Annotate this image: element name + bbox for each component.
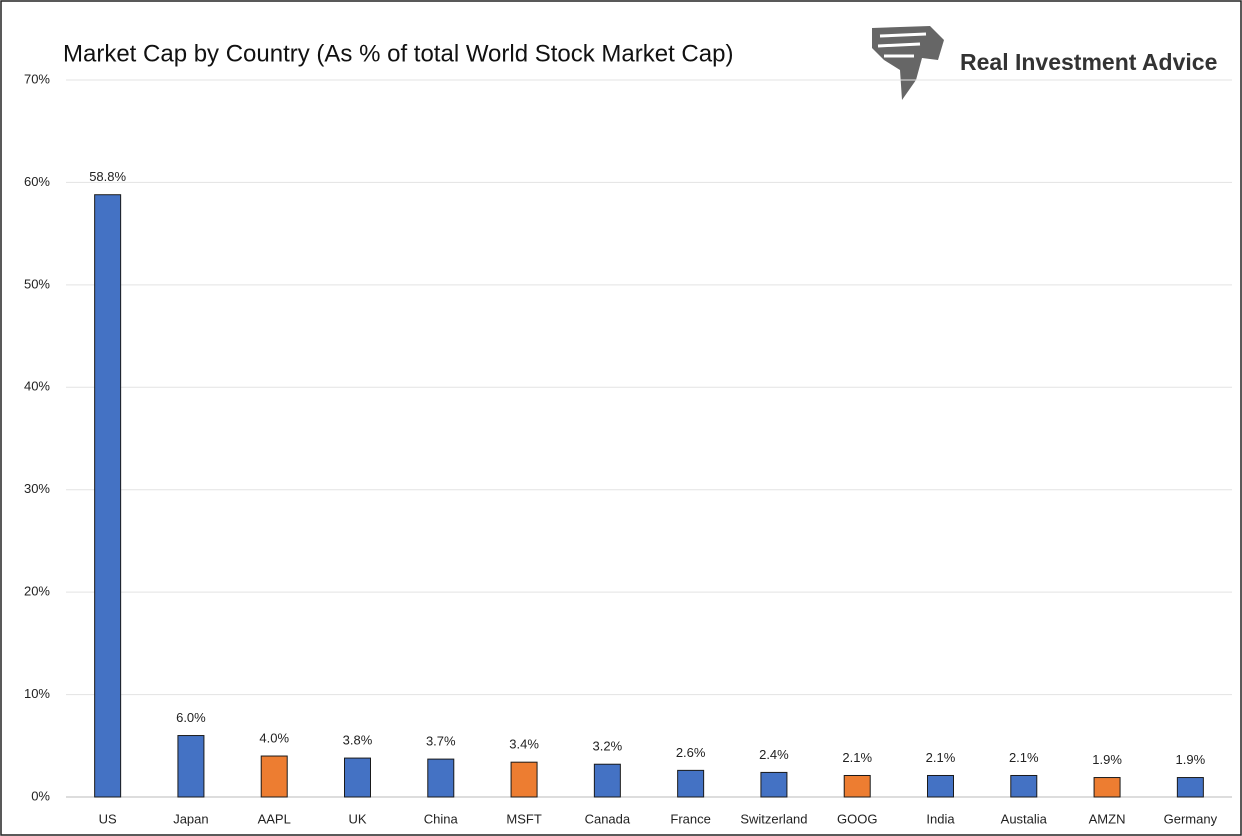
value-label: 6.0% bbox=[176, 710, 206, 725]
bar bbox=[260, 755, 288, 798]
bar bbox=[177, 735, 205, 798]
x-tick-label: US bbox=[99, 811, 117, 826]
bar bbox=[510, 761, 538, 798]
x-tick-label: Austalia bbox=[1001, 811, 1048, 826]
brand-name: Real Investment Advice bbox=[960, 49, 1217, 75]
y-tick-label: 10% bbox=[24, 686, 50, 701]
value-label: 2.1% bbox=[1009, 750, 1039, 765]
value-label: 58.8% bbox=[89, 169, 126, 184]
y-tick-label: 0% bbox=[31, 788, 50, 803]
value-label: 3.4% bbox=[509, 737, 539, 752]
y-tick-label: 50% bbox=[24, 276, 50, 291]
value-label: 3.2% bbox=[593, 739, 623, 754]
bar bbox=[1176, 777, 1204, 798]
x-tick-label: Germany bbox=[1164, 811, 1218, 826]
value-label: 3.7% bbox=[426, 734, 456, 749]
y-tick-label: 20% bbox=[24, 584, 50, 599]
bar bbox=[344, 757, 371, 798]
value-label: 2.4% bbox=[759, 747, 789, 762]
x-tick-label: Japan bbox=[173, 811, 208, 826]
value-label: 2.1% bbox=[842, 750, 872, 765]
x-tick-label: AAPL bbox=[258, 811, 291, 826]
y-tick-label: 30% bbox=[24, 481, 50, 496]
value-label: 3.8% bbox=[343, 733, 373, 748]
x-tick-label: France bbox=[670, 811, 710, 826]
bar bbox=[677, 769, 705, 798]
value-label: 4.0% bbox=[259, 730, 289, 745]
x-tick-label: UK bbox=[348, 811, 366, 826]
y-tick-label: 60% bbox=[24, 174, 50, 189]
value-label: 2.6% bbox=[676, 745, 706, 760]
logo bbox=[872, 26, 944, 100]
bar bbox=[927, 774, 954, 798]
bar bbox=[843, 774, 871, 798]
bar bbox=[760, 771, 788, 798]
bar bbox=[593, 763, 621, 798]
x-tick-label: Switzerland bbox=[740, 811, 807, 826]
x-tick-label: MSFT bbox=[506, 811, 541, 826]
value-label: 1.9% bbox=[1176, 752, 1206, 767]
x-tick-label: India bbox=[926, 811, 955, 826]
bar bbox=[1093, 777, 1121, 798]
x-tick-label: China bbox=[424, 811, 459, 826]
chart-title: Market Cap by Country (As % of total Wor… bbox=[63, 40, 733, 67]
value-label: 1.9% bbox=[1092, 752, 1122, 767]
x-tick-label: AMZN bbox=[1089, 811, 1126, 826]
y-tick-label: 70% bbox=[24, 71, 50, 86]
bar bbox=[1010, 774, 1038, 798]
bar bbox=[427, 758, 455, 798]
x-tick-label: GOOG bbox=[837, 811, 877, 826]
y-tick-label: 40% bbox=[24, 379, 50, 394]
x-tick-label: Canada bbox=[585, 811, 631, 826]
value-label: 2.1% bbox=[926, 750, 956, 765]
bar bbox=[94, 194, 122, 798]
